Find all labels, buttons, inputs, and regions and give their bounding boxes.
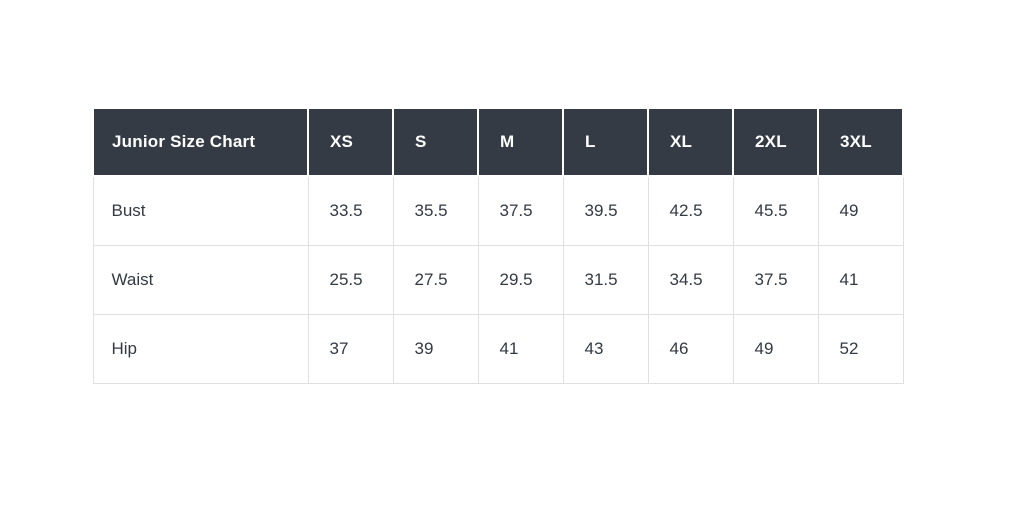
row-label-cell: Waist <box>92 245 309 315</box>
value-cell: 49 <box>732 314 819 384</box>
header-cell-s: S <box>392 107 479 177</box>
row-label-cell: Bust <box>92 175 309 246</box>
header-cell-m: M <box>477 107 564 177</box>
table-body: Bust 33.5 35.5 37.5 39.5 42.5 45.5 49 Waist 25.5 2… <box>92 175 904 384</box>
header-cell-l: L <box>562 107 649 177</box>
header-cell-3xl: 3XL <box>817 107 904 177</box>
value-cell: 42.5 <box>647 175 734 246</box>
value-cell: 41 <box>817 245 904 315</box>
value-cell: 35.5 <box>392 175 479 246</box>
header-cell-2xl: 2XL <box>732 107 819 177</box>
value-cell: 39 <box>392 314 479 384</box>
row-label-cell: Hip <box>92 314 309 384</box>
junior-size-chart-table: Junior Size Chart XS S M L XL 2XL 3XL Bust 33.5 3… <box>92 107 904 384</box>
table-title-cell: Junior Size Chart <box>92 107 309 177</box>
value-cell: 41 <box>477 314 564 384</box>
value-cell: 39.5 <box>562 175 649 246</box>
table-row: Hip 37 39 41 43 46 49 52 <box>92 314 904 384</box>
value-cell: 37 <box>307 314 394 384</box>
value-cell: 25.5 <box>307 245 394 315</box>
value-cell: 45.5 <box>732 175 819 246</box>
value-cell: 43 <box>562 314 649 384</box>
value-cell: 37.5 <box>477 175 564 246</box>
table-row: Waist 25.5 27.5 29.5 31.5 34.5 37.5 41 <box>92 245 904 315</box>
value-cell: 29.5 <box>477 245 564 315</box>
table-row: Bust 33.5 35.5 37.5 39.5 42.5 45.5 49 <box>92 175 904 246</box>
value-cell: 33.5 <box>307 175 394 246</box>
value-cell: 31.5 <box>562 245 649 315</box>
value-cell: 27.5 <box>392 245 479 315</box>
value-cell: 34.5 <box>647 245 734 315</box>
header-cell-xl: XL <box>647 107 734 177</box>
header-cell-xs: XS <box>307 107 394 177</box>
value-cell: 52 <box>817 314 904 384</box>
value-cell: 37.5 <box>732 245 819 315</box>
value-cell: 49 <box>817 175 904 246</box>
value-cell: 46 <box>647 314 734 384</box>
header-row: Junior Size Chart XS S M L XL 2XL 3XL <box>92 107 904 177</box>
